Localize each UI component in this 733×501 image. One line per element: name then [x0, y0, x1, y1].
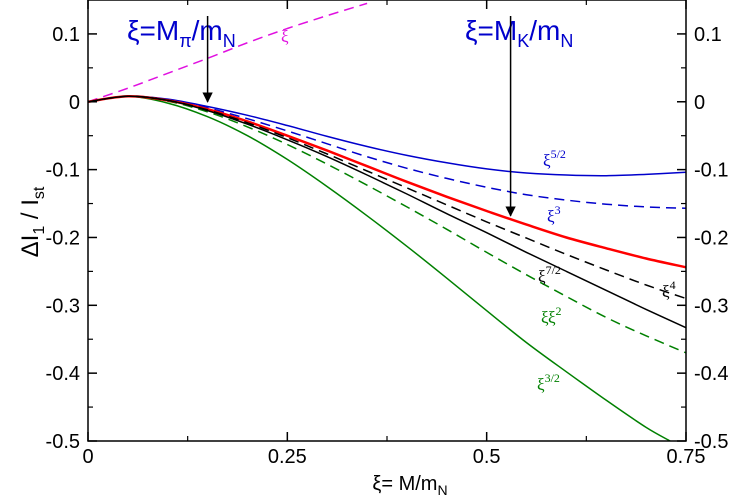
curve-label-xi-5-2: ξ5/2: [543, 147, 566, 170]
x-axis-title: ξ= M/mN: [372, 473, 447, 498]
y-tick-label-left: -0.2: [46, 227, 80, 249]
y-tick-label-right: 0.1: [694, 24, 722, 46]
y-tick-label-right: -0.2: [694, 227, 728, 249]
x-tick-label: 0.75: [667, 446, 706, 468]
y-tick-label-left: -0.3: [46, 295, 80, 317]
y-axis-title: ΔI1 / Ist: [17, 186, 48, 257]
curve-label-xi-7-2: ξ7/2: [538, 263, 561, 286]
y-tick-label-right: -0.5: [694, 431, 728, 453]
curve-label-xi-4: ξ4: [662, 278, 676, 301]
curve-label-xi: ξ: [281, 27, 289, 46]
curve-labels-layer: ξ ξ3/2 ξξ2 ξ5/2 ξ3 ξ4 ξ7/2: [281, 27, 676, 394]
y-tick-label-left: -0.1: [46, 160, 80, 182]
y-tick-label-right: 0: [694, 92, 705, 114]
x-tick-label: 0: [82, 446, 93, 468]
curve-label-xi-2: ξξ2: [541, 304, 562, 327]
series-line-xi-5-2: [88, 95, 686, 177]
m-pi-marker-label: ξ=Mπ/mN: [127, 15, 236, 51]
series-line-xi-2: [88, 95, 686, 354]
y-tick-label-right: -0.4: [694, 363, 728, 385]
series-line-xi-7-2: [88, 95, 686, 329]
y-tick-label-right: -0.3: [694, 295, 728, 317]
x-tick-label: 0.25: [268, 446, 307, 468]
series-line-xi-3-2: [88, 95, 671, 441]
m-k-marker: ξ=MK/mN: [465, 15, 573, 217]
y-tick-label-left: 0.1: [52, 24, 80, 46]
m-pi-marker: ξ=Mπ/mN: [127, 15, 236, 103]
series-line-xi-4: [88, 95, 686, 300]
m-k-marker-label: ξ=MK/mN: [465, 15, 573, 51]
annotations-layer: ξ=Mπ/mN ξ=MK/mN: [127, 15, 573, 217]
series-line-xi: [88, 2, 368, 103]
curve-label-xi-3-2: ξ3/2: [537, 371, 560, 394]
curve-label-xi-3: ξ3: [547, 203, 561, 226]
y-tick-label-left: 0: [69, 92, 80, 114]
plot-frame: [87, 0, 687, 442]
ticks-layer: 0 0.25 0.5 0.75 0.1 0.1 0 0 -0.1 -0.1 -0.2 -0.2 -0.3…: [46, 0, 728, 468]
series-line-xi-3: [88, 95, 686, 210]
y-tick-label-right: -0.1: [694, 160, 728, 182]
y-tick-label-left: -0.5: [46, 431, 80, 453]
curves-layer: [88, 2, 686, 441]
series-line-red: [88, 95, 686, 269]
x-tick-label: 0.5: [473, 446, 501, 468]
y-tick-label-left: -0.4: [46, 363, 80, 385]
